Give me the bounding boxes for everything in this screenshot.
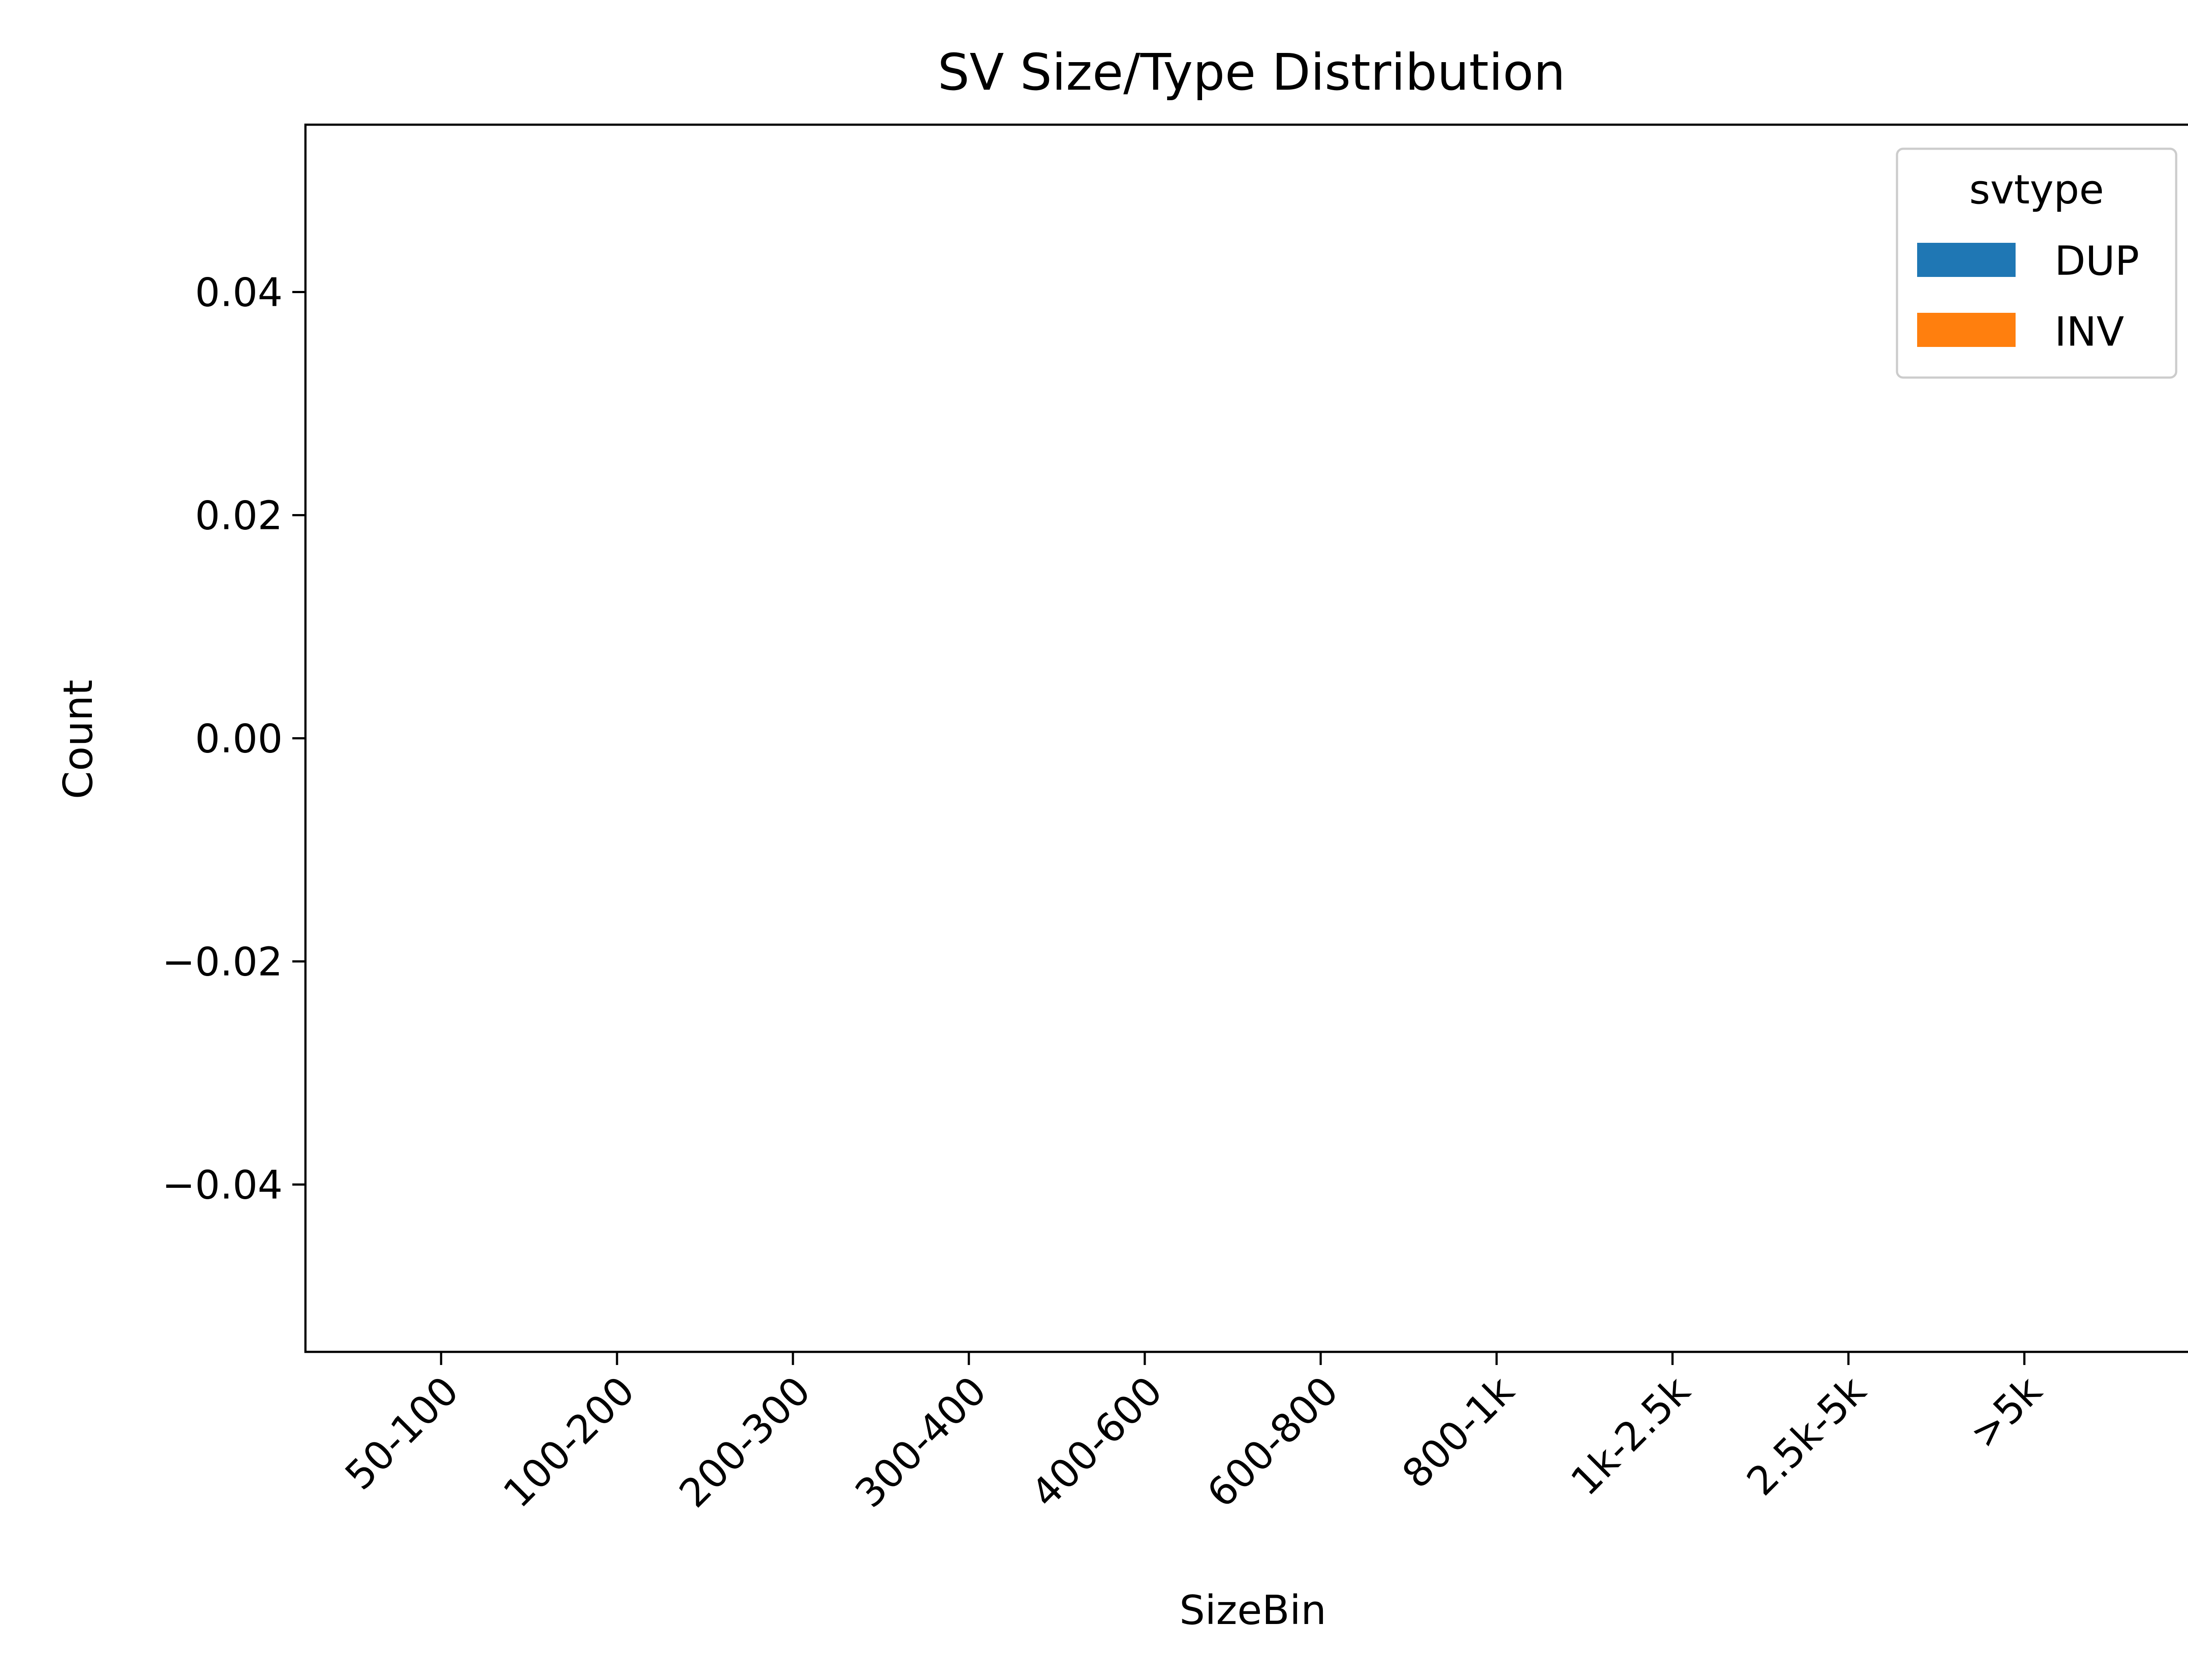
legend-swatch-dup bbox=[1917, 243, 2016, 277]
legend-label-inv: INV bbox=[2055, 308, 2124, 355]
y-tick-label: 0.04 bbox=[195, 270, 283, 316]
y-tick-label: −0.04 bbox=[162, 1162, 283, 1208]
legend-title: svtype bbox=[1969, 166, 2104, 213]
legend-label-dup: DUP bbox=[2055, 238, 2139, 284]
x-axis-label: SizeBin bbox=[1179, 1587, 1326, 1634]
legend-swatch-inv bbox=[1917, 313, 2016, 347]
y-tick-label: −0.02 bbox=[162, 939, 283, 985]
y-axis-label: Count bbox=[55, 679, 102, 799]
y-tick-label: 0.02 bbox=[195, 493, 283, 539]
y-tick-label: 0.00 bbox=[195, 716, 283, 762]
legend: svtype DUP INV bbox=[1896, 147, 2177, 379]
y-axis: 0.04 0.02 0.00 −0.02 −0.04 bbox=[162, 270, 305, 1208]
chart-title: SV Size/Type Distribution bbox=[938, 43, 1566, 102]
